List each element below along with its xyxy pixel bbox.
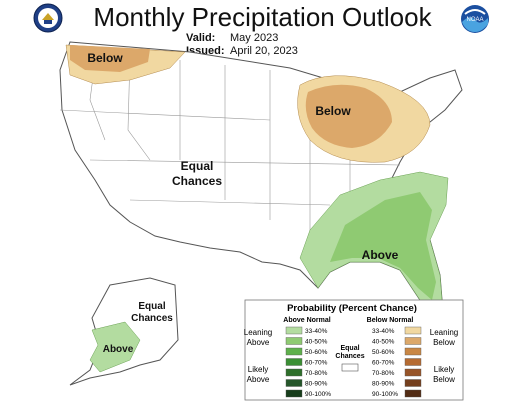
legend-likely-above-2: Above	[247, 375, 270, 384]
legend-below-swatch-0	[404, 326, 422, 335]
ak-above-label: Above	[103, 344, 134, 355]
legend-above-scale: 33-40% 40-50% 50-60% 60-70% 70-80% 80-90% 90-1…	[285, 326, 331, 398]
legend-below-bin-6: 90-100%	[372, 391, 398, 398]
legend-below-swatch-5	[404, 379, 422, 387]
commerce-seal-icon	[33, 3, 63, 33]
page-title: Monthly Precipitation Outlook	[93, 2, 432, 32]
legend-equal-1: Equal	[340, 345, 359, 352]
legend-leaning-below-1: Leaning	[430, 328, 458, 337]
legend-below-header: Below Normal	[367, 317, 414, 324]
legend-above-bin-3: 60-70%	[305, 360, 328, 367]
legend-below-swatch-1	[404, 337, 422, 345]
legend-below-bin-5: 80-90%	[372, 381, 395, 388]
legend-below-swatch-2	[404, 347, 422, 356]
equal-chances-line2: Chances	[172, 174, 222, 188]
legend-above-bin-6: 90-100%	[305, 391, 331, 398]
below-nw-label: Below	[87, 51, 123, 65]
legend-leaning-below-2: Below	[433, 338, 455, 347]
legend-above-swatch-3	[285, 358, 303, 366]
legend-below-bin-3: 60-70%	[372, 360, 395, 367]
below-nw-region-core	[70, 45, 150, 72]
legend-above-bin-5: 80-90%	[305, 381, 328, 388]
legend-leaning-above-2: Above	[247, 338, 270, 347]
valid-label: Valid:	[186, 32, 216, 44]
legend-below-swatch-4	[404, 368, 422, 377]
legend-below-bin-2: 50-60%	[372, 349, 395, 356]
legend-box	[244, 299, 464, 401]
legend-equal-swatch	[341, 363, 359, 372]
below-gl-label: Below	[315, 104, 351, 118]
noaa-logo-icon: NOAA	[461, 5, 489, 33]
noaa-text: NOAA	[466, 17, 483, 23]
legend-above-bin-0: 33-40%	[305, 328, 328, 335]
legend-below-bin-4: 70-80%	[372, 370, 395, 377]
ak-equal-line1: Equal	[138, 301, 165, 312]
legend-likely-below-2: Below	[433, 375, 455, 384]
legend-above-swatch-2	[285, 347, 303, 356]
ak-equal-line2: Chances	[131, 313, 173, 324]
legend-above-bin-1: 40-50%	[305, 339, 328, 346]
above-se-label: Above	[362, 248, 399, 262]
legend-above-swatch-4	[285, 368, 303, 377]
legend-above-swatch-0	[285, 326, 303, 335]
issued-value: April 20, 2023	[230, 45, 298, 57]
legend-title: Probability (Percent Chance)	[287, 303, 417, 314]
legend-likely-below-1: Likely	[434, 365, 454, 374]
legend-above-bin-2: 50-60%	[305, 349, 328, 356]
legend-above-swatch-5	[285, 379, 303, 387]
legend-below-bin-1: 40-50%	[372, 339, 395, 346]
legend-above-swatch-6	[285, 389, 303, 398]
outlook-dates: Valid: May 2023 Issued: April 20, 2023	[186, 32, 298, 58]
alaska-above-region	[89, 321, 141, 373]
legend-likely-above-1: Likely	[248, 365, 268, 374]
legend-below-swatch-6	[404, 389, 422, 398]
legend-below-swatch-3	[404, 358, 422, 366]
equal-chances-line1: Equal	[181, 159, 214, 173]
legend-above-swatch-1	[285, 337, 303, 345]
legend-leaning-above-1: Leaning	[244, 328, 272, 337]
legend-below-scale: 33-40% 40-50% 50-60% 60-70% 70-80% 80-90% 90-1…	[372, 326, 422, 398]
legend-equal-2: Chances	[335, 353, 364, 360]
legend-below-bin-0: 33-40%	[372, 328, 395, 335]
valid-value: May 2023	[230, 32, 279, 44]
legend-above-bin-4: 70-80%	[305, 370, 328, 377]
above-se-region-core	[330, 192, 436, 300]
below-gl-region-core	[305, 84, 392, 148]
legend-above-header: Above Normal	[283, 317, 331, 324]
